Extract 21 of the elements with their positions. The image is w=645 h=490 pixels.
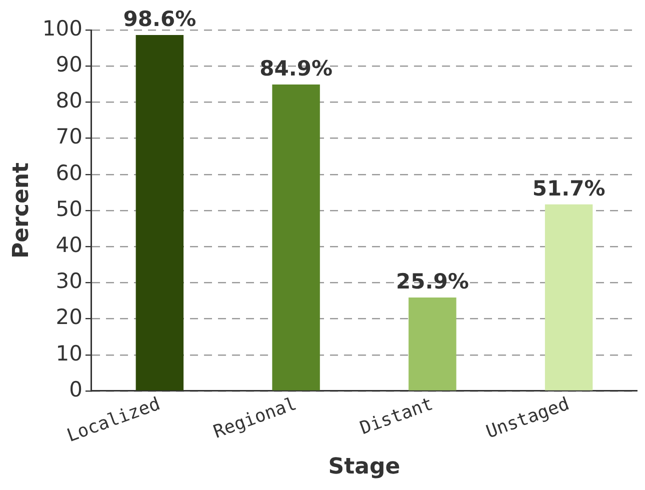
bar <box>408 297 456 390</box>
y-tick-label: 80 <box>56 88 82 113</box>
y-axis-title: Percent <box>8 162 34 258</box>
y-tick-label: 70 <box>56 124 82 149</box>
bar <box>544 204 593 390</box>
y-tick-label: 0 <box>69 377 82 402</box>
y-tick-label: 100 <box>42 16 82 40</box>
x-axis-title: Stage <box>328 454 400 480</box>
y-tick-label: 50 <box>56 196 82 221</box>
y-tick-label: 20 <box>56 305 82 330</box>
data-label: 84.9% <box>260 56 332 80</box>
y-tick-label: 60 <box>56 160 82 185</box>
y-tick-label: 30 <box>56 269 82 294</box>
data-label: 98.6% <box>123 7 196 32</box>
bar <box>272 84 320 390</box>
data-label: 51.7% <box>532 176 606 200</box>
y-tick-label: 90 <box>56 52 82 77</box>
y-tick-label: 40 <box>56 233 82 258</box>
bar <box>136 35 184 390</box>
data-label: 25.9% <box>396 269 469 294</box>
y-tick-label: 10 <box>56 341 82 366</box>
